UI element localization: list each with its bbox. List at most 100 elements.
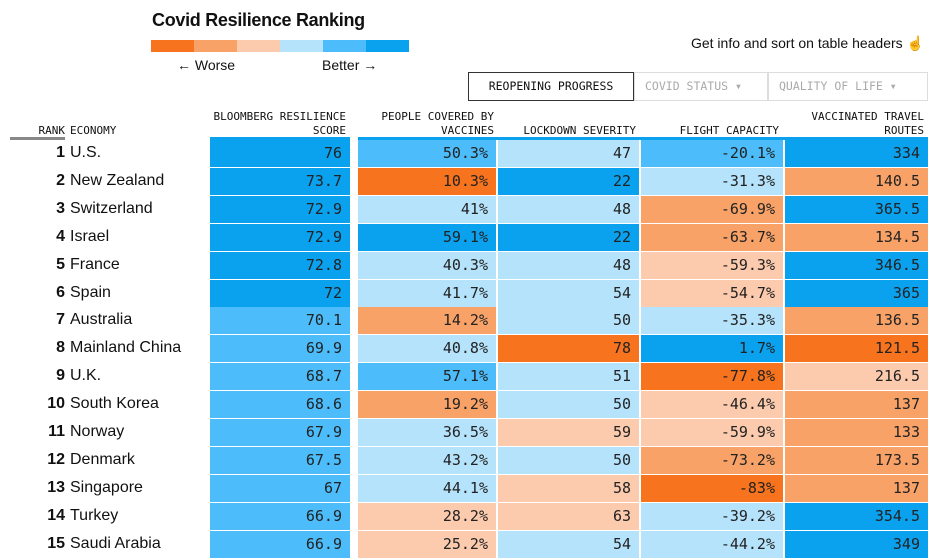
flight-cell: -77.8% (641, 363, 783, 391)
flight-cell: -31.3% (641, 167, 783, 195)
rank: 2 (56, 171, 65, 189)
table-row[interactable]: 11 Norway 67.9 36.5% 59 -59.9% 133 (0, 419, 940, 447)
score-cell: 70.1 (210, 307, 350, 335)
economy-name: France (70, 255, 120, 273)
flight-cell: -46.4% (641, 391, 783, 419)
legend-better-label: Better → (322, 57, 378, 73)
economy-name: Norway (70, 423, 125, 440)
economy-name: New Zealand (70, 171, 165, 189)
page-title: Covid Resilience Ranking (152, 10, 365, 30)
routes-cell: 136.5 (785, 307, 928, 335)
routes-cell: 354.5 (785, 502, 928, 530)
legend-worse-label: ← Worse (177, 57, 236, 73)
table-row[interactable]: 3 Switzerland 72.9 41% 48 -69.9% 365.5 (0, 195, 940, 224)
table-row[interactable]: 12 Denmark 67.5 43.2% 50 -73.2% 173.5 (0, 446, 940, 475)
lockdown-cell: 22 (498, 223, 639, 251)
legend-swatch (323, 40, 366, 52)
table-row[interactable]: 1 U.S. 76 50.3% 47 -20.1% 334 (0, 140, 940, 168)
flight-cell: -63.7% (641, 223, 783, 251)
rank: 7 (56, 311, 65, 329)
flight-cell: -59.3% (641, 251, 783, 279)
vaccines-cell: 40.3% (358, 251, 496, 279)
score-cell: 73.7 (210, 167, 350, 195)
legend-swatch (194, 40, 237, 52)
vaccines-cell: 41% (358, 195, 496, 223)
rank: 12 (47, 450, 65, 468)
table-row[interactable]: 5 France 72.8 40.3% 48 -59.3% 346.5 (0, 251, 940, 280)
header-rank[interactable]: RANK (38, 124, 66, 137)
economy-name: U.K. (70, 367, 102, 385)
table-row[interactable]: 2 New Zealand 73.7 10.3% 22 -31.3% 140.5 (0, 167, 940, 196)
routes-cell: 134.5 (785, 223, 928, 251)
score-cell: 66.9 (210, 502, 350, 530)
header-score[interactable]: BLOOMBERG RESILIENCE SCORE (213, 110, 346, 137)
score-cell: 67.9 (210, 419, 350, 446)
rank: 3 (56, 199, 65, 217)
tab-covid-status[interactable]: COVID STATUS ▾ (634, 72, 768, 101)
economy-name: South Korea (70, 395, 159, 413)
header-underline (358, 137, 928, 140)
economy-name: Australia (70, 311, 133, 329)
routes-cell: 365.5 (785, 195, 928, 223)
flight-cell: -69.9% (641, 195, 783, 223)
economy-name: Saudi Arabia (70, 534, 161, 552)
header-routes[interactable]: VACCINATED TRAVEL ROUTES (811, 110, 924, 137)
flight-cell: -39.2% (641, 502, 783, 530)
rank: 14 (47, 506, 65, 524)
score-cell: 72.9 (210, 223, 350, 251)
vaccines-cell: 25.2% (358, 530, 496, 558)
score-cell: 68.6 (210, 391, 350, 419)
header-economy[interactable]: ECONOMY (70, 124, 117, 137)
vaccines-cell: 41.7% (358, 279, 496, 307)
flight-cell: -44.2% (641, 530, 783, 558)
lockdown-cell: 47 (498, 140, 639, 167)
lockdown-cell: 50 (498, 446, 639, 474)
header-flight[interactable]: FLIGHT CAPACITY (679, 124, 779, 137)
table-row[interactable]: 4 Israel 72.9 59.1% 22 -63.7% 134.5 (0, 223, 940, 252)
routes-cell: 140.5 (785, 167, 928, 195)
table-row[interactable]: 6 Spain 72 41.7% 54 -54.7% 365 (0, 279, 940, 308)
view-tabs: REOPENING PROGRESS COVID STATUS ▾ QUALIT… (468, 72, 928, 101)
score-cell: 67.5 (210, 446, 350, 474)
pointer-hand-icon: ☝ (906, 35, 924, 51)
header-underline (210, 137, 350, 140)
score-cell: 76 (210, 140, 350, 167)
tab-reopening-progress[interactable]: REOPENING PROGRESS (468, 72, 634, 101)
score-cell: 72.8 (210, 251, 350, 279)
routes-cell: 133 (785, 419, 928, 446)
routes-cell: 349 (785, 530, 928, 558)
table-row[interactable]: 9 U.K. 68.7 57.1% 51 -77.8% 216.5 (0, 363, 940, 391)
flight-cell: -59.9% (641, 419, 783, 446)
flight-cell: -54.7% (641, 279, 783, 307)
header-lockdown[interactable]: LOCKDOWN SEVERITY (523, 124, 636, 137)
lockdown-cell: 78 (498, 335, 639, 363)
economy-name: Denmark (70, 450, 135, 468)
rank: 11 (48, 423, 65, 440)
routes-cell: 216.5 (785, 363, 928, 391)
rank: 6 (56, 283, 65, 301)
routes-cell: 137 (785, 474, 928, 502)
table-row[interactable]: 10 South Korea 68.6 19.2% 50 -46.4% 137 (0, 391, 940, 419)
table-row[interactable]: 14 Turkey 66.9 28.2% 63 -39.2% 354.5 (0, 502, 940, 531)
score-cell: 72.9 (210, 195, 350, 223)
table-row[interactable]: 8 Mainland China 69.9 40.8% 78 1.7% 121.5 (0, 335, 940, 363)
rank: 15 (47, 534, 65, 552)
table-row[interactable]: 15 Saudi Arabia 66.9 25.2% 54 -44.2% 349 (0, 530, 940, 559)
legend-swatch (237, 40, 280, 52)
vaccines-cell: 50.3% (358, 140, 496, 167)
table-row[interactable]: 13 Singapore 67 44.1% 58 -83% 137 (0, 474, 940, 503)
table-row[interactable]: 7 Australia 70.1 14.2% 50 -35.3% 136.5 (0, 307, 940, 335)
routes-cell: 334 (785, 140, 928, 167)
vaccines-cell: 59.1% (358, 223, 496, 251)
routes-cell: 137 (785, 391, 928, 419)
lockdown-cell: 58 (498, 474, 639, 502)
economy-name: Spain (70, 283, 111, 301)
routes-cell: 173.5 (785, 446, 928, 474)
tab-quality-of-life[interactable]: QUALITY OF LIFE ▾ (768, 72, 928, 101)
header-vaccines[interactable]: PEOPLE COVERED BY VACCINES (381, 110, 494, 137)
lockdown-cell: 54 (498, 530, 639, 558)
economy-name: Turkey (70, 506, 119, 524)
vaccines-cell: 44.1% (358, 474, 496, 502)
vaccines-cell: 36.5% (358, 419, 496, 446)
vaccines-cell: 10.3% (358, 167, 496, 195)
